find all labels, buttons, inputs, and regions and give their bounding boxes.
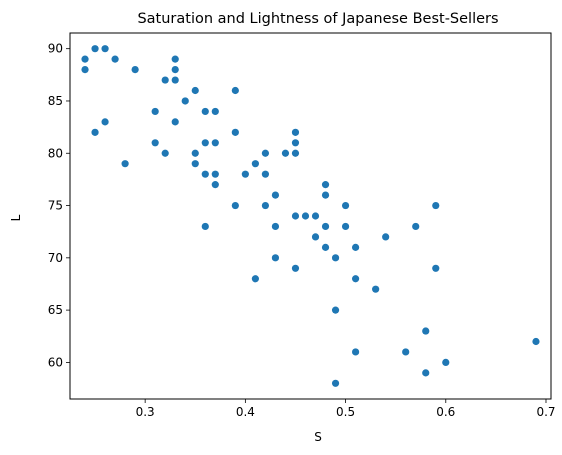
y-tick-label: 90: [48, 42, 63, 56]
data-point: [101, 45, 109, 53]
data-point: [261, 170, 270, 178]
data-point: [331, 254, 340, 262]
data-point: [281, 149, 290, 157]
data-point: [271, 254, 280, 262]
data-point: [382, 233, 390, 241]
data-point: [251, 275, 259, 283]
data-point: [161, 76, 169, 84]
data-point: [151, 139, 159, 147]
data-point: [351, 243, 360, 251]
data-point: [351, 348, 360, 356]
data-point: [211, 139, 219, 147]
data-point: [131, 66, 139, 74]
data-point: [291, 139, 300, 147]
data-point: [171, 55, 179, 63]
data-point: [191, 149, 199, 157]
data-point: [422, 369, 430, 377]
points-layer: [81, 45, 540, 387]
y-axis: 60 65 70 75 80 85 90: [48, 42, 70, 369]
data-point: [211, 181, 219, 189]
data-point: [372, 285, 380, 293]
data-point: [422, 327, 430, 335]
x-tick-label: 0.6: [436, 405, 455, 419]
data-point: [201, 170, 209, 178]
y-axis-label: L: [9, 214, 23, 221]
data-point: [311, 212, 320, 220]
data-point: [171, 118, 179, 126]
data-point: [161, 149, 169, 157]
data-point: [301, 212, 310, 220]
data-point: [231, 201, 239, 210]
data-point: [442, 358, 450, 366]
data-point: [351, 275, 360, 283]
x-axis: 0.3 0.4 0.5 0.6 0.7: [136, 399, 556, 419]
y-tick-label: 65: [48, 303, 63, 317]
data-point: [432, 264, 440, 272]
data-point: [261, 201, 270, 210]
y-tick-label: 85: [48, 94, 63, 108]
data-point: [121, 160, 129, 168]
data-point: [291, 128, 300, 136]
x-tick-label: 0.7: [536, 405, 555, 419]
data-point: [111, 55, 119, 63]
data-point: [171, 76, 179, 84]
data-point: [291, 264, 300, 272]
data-point: [211, 170, 219, 178]
data-point: [331, 379, 340, 387]
data-point: [201, 107, 209, 116]
data-point: [321, 181, 330, 189]
data-point: [101, 118, 109, 126]
data-point: [211, 107, 219, 116]
data-point: [321, 191, 330, 199]
data-point: [321, 243, 330, 251]
x-tick-label: 0.3: [136, 405, 155, 419]
data-point: [241, 170, 249, 178]
data-point: [291, 212, 300, 220]
data-point: [231, 86, 239, 95]
data-point: [191, 160, 199, 168]
data-point: [271, 222, 280, 231]
data-point: [201, 139, 209, 147]
y-tick-label: 80: [48, 146, 63, 160]
data-point: [171, 66, 179, 74]
data-point: [331, 306, 340, 314]
data-point: [81, 55, 89, 63]
x-tick-label: 0.4: [236, 405, 255, 419]
data-point: [151, 107, 159, 116]
y-tick-label: 70: [48, 251, 63, 265]
data-point: [91, 45, 99, 53]
data-point: [261, 149, 270, 157]
x-tick-label: 0.5: [336, 405, 355, 419]
data-point: [271, 191, 280, 199]
data-point: [181, 97, 189, 105]
data-point: [201, 222, 209, 231]
data-point: [532, 337, 540, 346]
plot-frame: [69, 32, 552, 400]
x-axis-label: S: [314, 430, 322, 444]
data-point: [412, 222, 420, 231]
data-point: [311, 233, 320, 241]
data-point: [291, 149, 300, 157]
data-point: [91, 128, 99, 136]
y-tick-label: 75: [48, 199, 63, 213]
data-point: [321, 222, 330, 231]
y-tick-label: 60: [48, 355, 63, 369]
data-point: [251, 160, 259, 168]
data-point: [231, 128, 239, 136]
chart-title: Saturation and Lightness of Japanese Bes…: [137, 11, 498, 27]
data-point: [81, 66, 89, 74]
data-point: [432, 201, 440, 210]
data-point: [341, 222, 350, 231]
data-point: [191, 86, 199, 95]
data-point: [341, 201, 350, 210]
data-point: [402, 348, 410, 356]
